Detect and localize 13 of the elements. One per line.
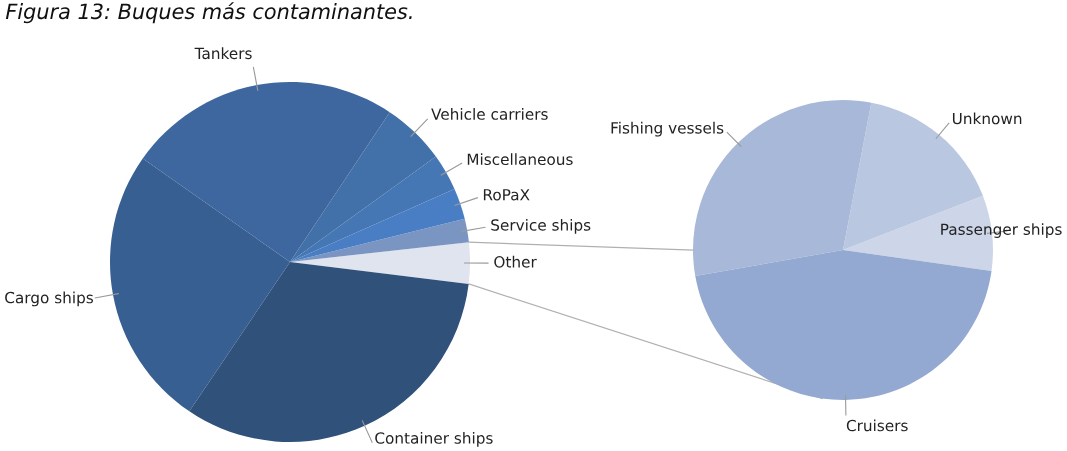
slice-label: Fishing vessels xyxy=(611,121,724,137)
slice-label: Service ships xyxy=(491,218,591,234)
slice-label: Unknown xyxy=(952,112,1022,125)
slice-label: Passenger ships xyxy=(941,223,1062,238)
chart-title: Figura 13: Buques más contaminantes. xyxy=(5,2,412,24)
slice-label: Tankers xyxy=(194,47,252,60)
slice-label: Cruisers xyxy=(846,419,908,432)
slice-label: RoPaX xyxy=(483,189,530,201)
slice-label: Miscellaneous xyxy=(467,153,573,166)
slice-label: Container ships xyxy=(375,432,493,447)
slice-label: Vehicle carriers xyxy=(431,108,548,120)
slice-label: Other xyxy=(494,255,537,268)
slice-label: Cargo ships xyxy=(5,291,93,307)
